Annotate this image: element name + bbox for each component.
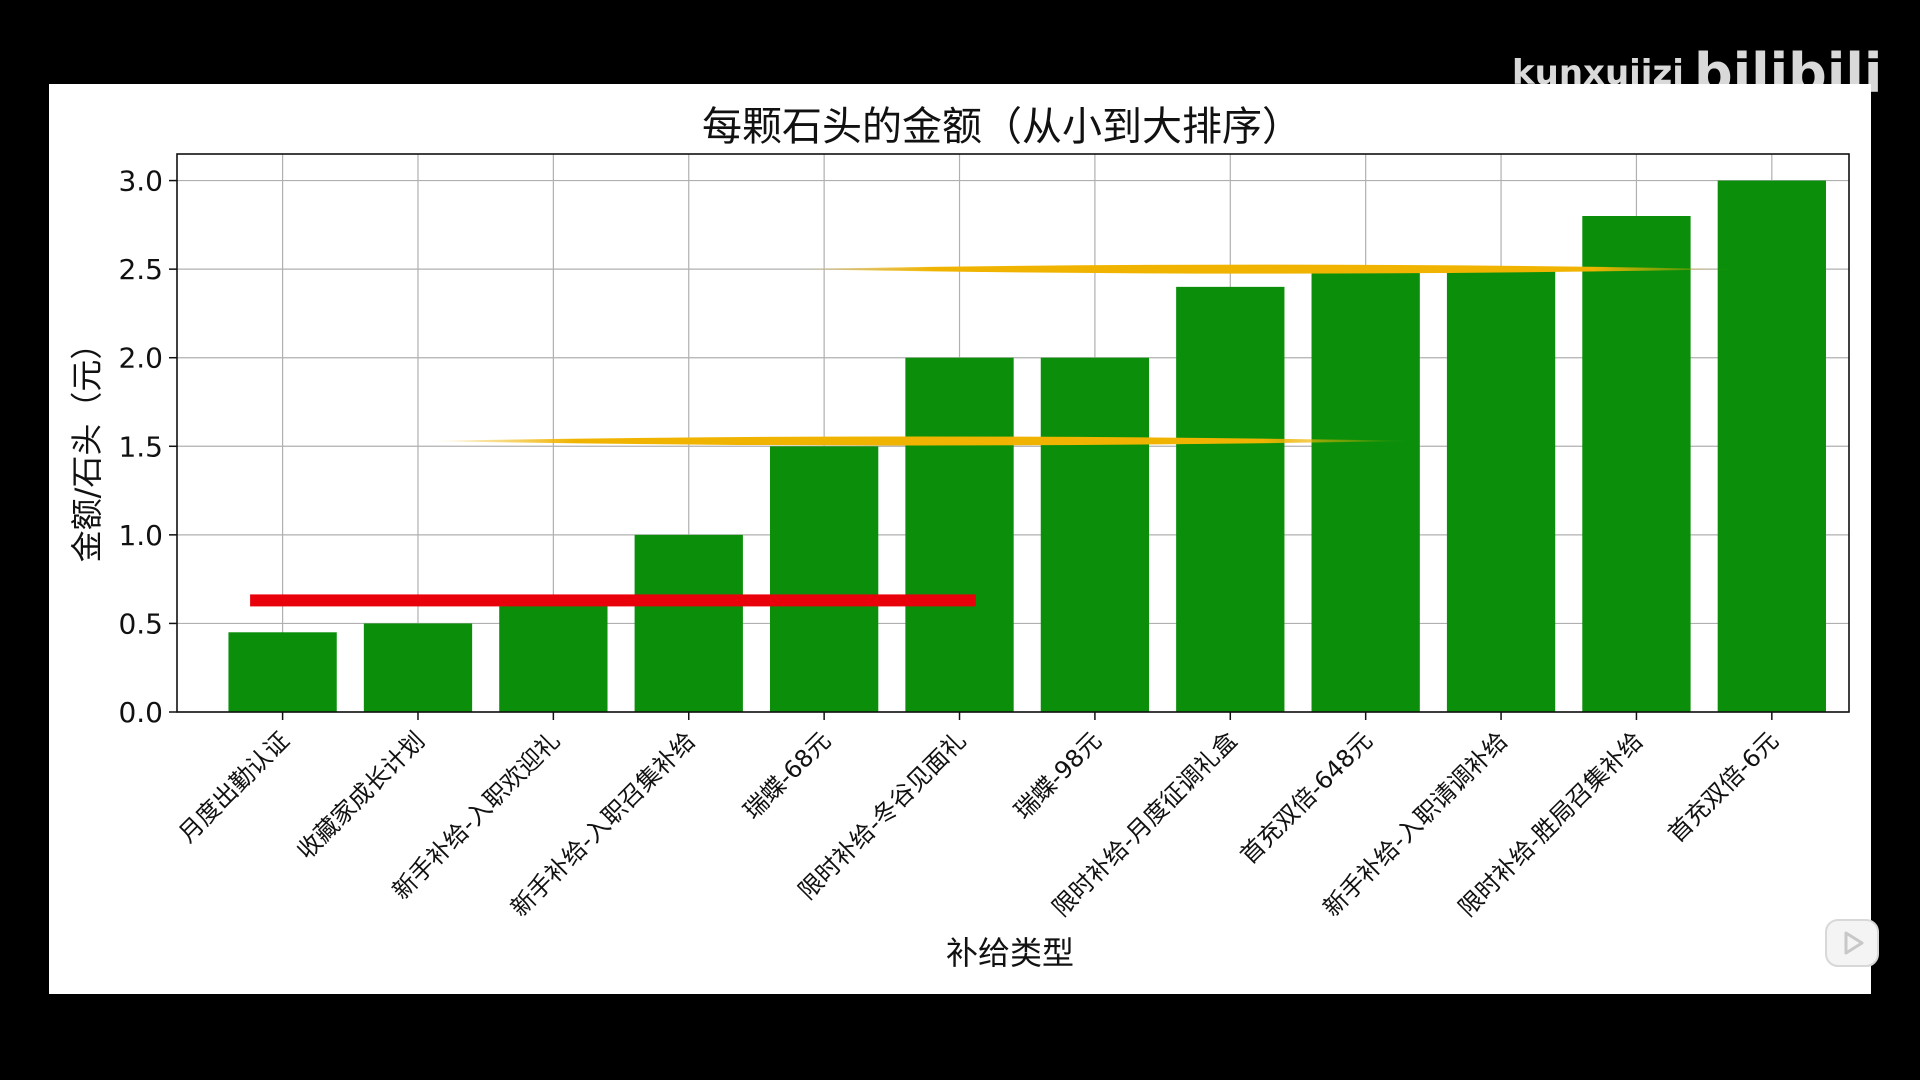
x-tick-label: 月度出勤认证 xyxy=(173,726,295,848)
axes xyxy=(169,153,1850,720)
bar xyxy=(499,605,608,712)
bar xyxy=(634,534,743,712)
gold-marker-line xyxy=(426,436,1410,446)
bar xyxy=(1582,216,1691,712)
x-tick-label: 首充双倍-6元 xyxy=(1662,726,1784,848)
y-tick-label: 0.5 xyxy=(118,607,163,640)
y-tick-label: 1.0 xyxy=(118,519,163,552)
y-tick-label: 2.0 xyxy=(118,342,163,375)
bilibili-logo: bilibili xyxy=(1694,42,1882,105)
bar xyxy=(1717,180,1826,713)
bar xyxy=(1311,269,1420,712)
watermark-username: kunxuiizi xyxy=(1512,53,1684,93)
bar xyxy=(1176,286,1285,712)
y-tick-label: 3.0 xyxy=(118,165,163,198)
plot-frame xyxy=(176,153,1850,713)
y-tick-label: 1.5 xyxy=(118,430,163,463)
bar xyxy=(363,623,473,712)
bar xyxy=(1040,357,1150,712)
bars xyxy=(228,180,1826,713)
y-tick-labels: 0.0 0.5 1.0 1.5 2.0 2.5 3.0 xyxy=(118,165,163,729)
x-tick-label: 瑞蝶-68元 xyxy=(738,726,836,824)
x-axis-label: 补给类型 xyxy=(946,934,1074,972)
chart-title: 每颗石头的金额（从小到大排序） xyxy=(702,104,1302,150)
x-tick-label: 首充双倍-648元 xyxy=(1235,726,1378,869)
bar xyxy=(769,446,879,712)
y-tick-label: 0.0 xyxy=(118,696,163,729)
gold-marker-line xyxy=(791,264,1734,274)
bar xyxy=(1446,269,1556,712)
red-marker-line xyxy=(250,594,976,607)
x-tick-label: 收藏家成长计划 xyxy=(292,726,431,865)
x-tick-label: 瑞蝶-98元 xyxy=(1009,726,1107,824)
bar xyxy=(905,357,1014,712)
play-icon[interactable] xyxy=(1825,919,1879,967)
annotation-lines xyxy=(250,264,1734,607)
y-axis-label: 金额/石头（元） xyxy=(68,328,106,563)
bar xyxy=(228,632,337,712)
y-tick-label: 2.5 xyxy=(118,253,163,286)
